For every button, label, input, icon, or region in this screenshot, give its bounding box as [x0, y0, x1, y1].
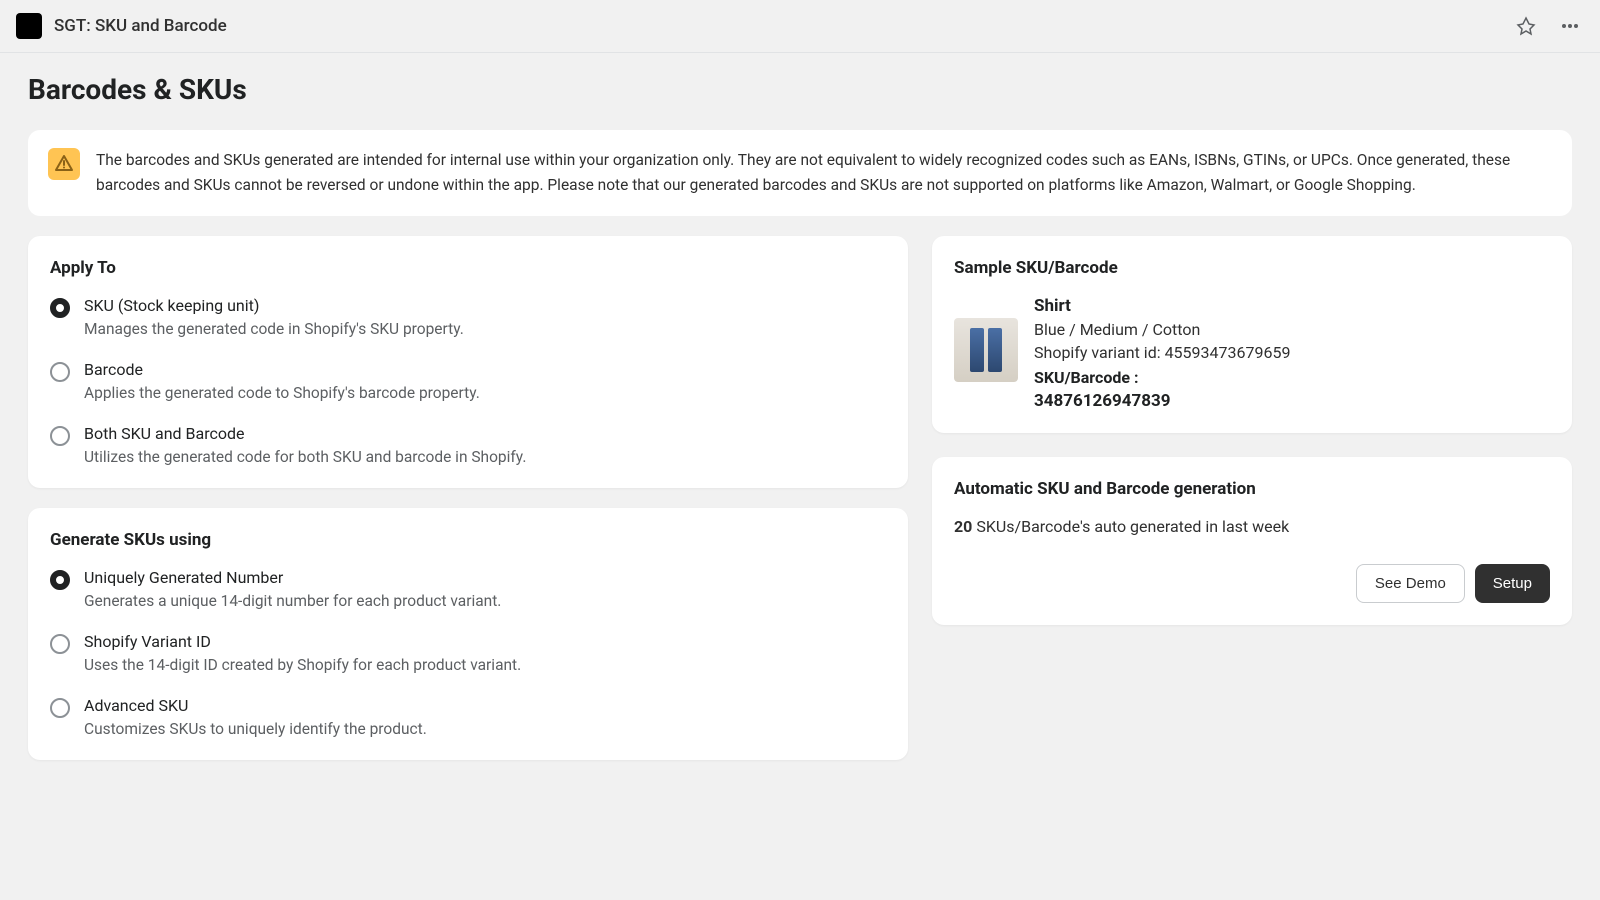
- radio-content: SKU (Stock keeping unit) Manages the gen…: [84, 296, 886, 338]
- sku-label: SKU/Barcode :: [1034, 368, 1550, 387]
- main-content: Barcodes & SKUs The barcodes and SKUs ge…: [0, 53, 1600, 780]
- jean-leg-icon: [970, 328, 984, 372]
- see-demo-button[interactable]: See Demo: [1356, 564, 1465, 603]
- app-header: SGT: SKU and Barcode: [0, 0, 1600, 53]
- generate-using-title: Generate SKUs using: [50, 530, 886, 550]
- radio-circle: [50, 698, 70, 718]
- radio-description: Customizes SKUs to uniquely identify the…: [84, 720, 886, 738]
- auto-gen-text: 20 SKUs/Barcode's auto generated in last…: [954, 517, 1550, 536]
- product-image: [954, 318, 1018, 382]
- sample-card: Sample SKU/Barcode Shirt Blue / Medium /…: [932, 236, 1572, 433]
- radio-content: Uniquely Generated Number Generates a un…: [84, 568, 886, 610]
- radio-option-advanced[interactable]: Advanced SKU Customizes SKUs to uniquely…: [50, 696, 886, 738]
- auto-gen-count: 20: [954, 517, 972, 536]
- product-variant: Blue / Medium / Cotton: [1034, 320, 1550, 339]
- radio-option-barcode[interactable]: Barcode Applies the generated code to Sh…: [50, 360, 886, 402]
- radio-label: Both SKU and Barcode: [84, 424, 886, 443]
- page-title: Barcodes & SKUs: [28, 73, 1572, 106]
- radio-content: Barcode Applies the generated code to Sh…: [84, 360, 886, 402]
- radio-option-both[interactable]: Both SKU and Barcode Utilizes the genera…: [50, 424, 886, 466]
- radio-label: Uniquely Generated Number: [84, 568, 886, 587]
- app-title: SGT: SKU and Barcode: [54, 16, 1512, 36]
- right-column: Sample SKU/Barcode Shirt Blue / Medium /…: [932, 236, 1572, 760]
- radio-circle: [50, 426, 70, 446]
- jean-leg-icon: [988, 328, 1002, 372]
- radio-label: SKU (Stock keeping unit): [84, 296, 886, 315]
- left-column: Apply To SKU (Stock keeping unit) Manage…: [28, 236, 908, 760]
- apply-to-card: Apply To SKU (Stock keeping unit) Manage…: [28, 236, 908, 488]
- auto-gen-title: Automatic SKU and Barcode generation: [954, 479, 1550, 499]
- radio-label: Shopify Variant ID: [84, 632, 886, 651]
- pin-icon[interactable]: [1512, 12, 1540, 40]
- radio-description: Manages the generated code in Shopify's …: [84, 320, 886, 338]
- apply-to-title: Apply To: [50, 258, 886, 278]
- radio-option-variant-id[interactable]: Shopify Variant ID Uses the 14-digit ID …: [50, 632, 886, 674]
- sku-value: 34876126947839: [1034, 391, 1550, 411]
- radio-option-unique[interactable]: Uniquely Generated Number Generates a un…: [50, 568, 886, 610]
- radio-label: Barcode: [84, 360, 886, 379]
- header-actions: [1512, 12, 1584, 40]
- radio-circle: [50, 570, 70, 590]
- radio-description: Utilizes the generated code for both SKU…: [84, 448, 886, 466]
- radio-description: Uses the 14-digit ID created by Shopify …: [84, 656, 886, 674]
- radio-circle: [50, 634, 70, 654]
- content-grid: Apply To SKU (Stock keeping unit) Manage…: [28, 236, 1572, 760]
- product-shopify-id: Shopify variant id: 45593473679659: [1034, 343, 1550, 362]
- app-icon: [16, 13, 42, 39]
- card-actions: See Demo Setup: [954, 564, 1550, 603]
- more-icon[interactable]: [1556, 12, 1584, 40]
- radio-content: Both SKU and Barcode Utilizes the genera…: [84, 424, 886, 466]
- generate-using-card: Generate SKUs using Uniquely Generated N…: [28, 508, 908, 760]
- radio-option-sku[interactable]: SKU (Stock keeping unit) Manages the gen…: [50, 296, 886, 338]
- radio-content: Shopify Variant ID Uses the 14-digit ID …: [84, 632, 886, 674]
- auto-gen-card: Automatic SKU and Barcode generation 20 …: [932, 457, 1572, 625]
- warning-text: The barcodes and SKUs generated are inte…: [96, 148, 1552, 198]
- sample-title: Sample SKU/Barcode: [954, 258, 1550, 278]
- auto-gen-suffix: SKUs/Barcode's auto generated in last we…: [972, 517, 1289, 536]
- radio-circle: [50, 298, 70, 318]
- radio-description: Generates a unique 14-digit number for e…: [84, 592, 886, 610]
- setup-button[interactable]: Setup: [1475, 564, 1550, 603]
- radio-circle: [50, 362, 70, 382]
- radio-label: Advanced SKU: [84, 696, 886, 715]
- warning-banner: The barcodes and SKUs generated are inte…: [28, 130, 1572, 216]
- radio-content: Advanced SKU Customizes SKUs to uniquely…: [84, 696, 886, 738]
- radio-description: Applies the generated code to Shopify's …: [84, 384, 886, 402]
- product-info: Shirt Blue / Medium / Cotton Shopify var…: [1034, 296, 1550, 411]
- sample-product: Shirt Blue / Medium / Cotton Shopify var…: [954, 296, 1550, 411]
- warning-icon: [48, 148, 80, 180]
- product-name: Shirt: [1034, 296, 1550, 316]
